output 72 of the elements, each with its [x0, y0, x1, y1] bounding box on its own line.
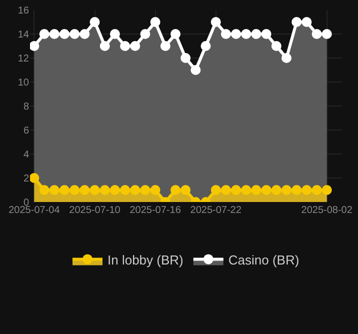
point	[282, 185, 292, 195]
point	[170, 29, 180, 39]
point	[70, 29, 80, 39]
point	[302, 17, 312, 27]
point	[180, 53, 191, 63]
legend-label: In lobby (BR)	[108, 252, 184, 268]
point	[271, 185, 282, 195]
point	[120, 41, 130, 51]
y-tick-label: 16	[18, 6, 30, 16]
point	[251, 185, 262, 195]
point	[251, 29, 262, 39]
point	[110, 29, 120, 39]
point	[59, 185, 70, 195]
point	[180, 185, 191, 195]
point	[120, 185, 130, 195]
point	[100, 41, 110, 51]
point	[39, 185, 50, 195]
y-tick-label: 12	[18, 54, 30, 64]
y-tick-label: 6	[23, 126, 30, 136]
point	[322, 185, 332, 195]
y-tick-label: 10	[18, 78, 30, 88]
point	[80, 29, 90, 39]
point	[49, 29, 60, 39]
point	[231, 29, 242, 39]
point	[210, 185, 221, 195]
point	[30, 41, 40, 51]
point	[90, 185, 100, 195]
point	[140, 185, 150, 195]
point	[160, 41, 170, 51]
point	[110, 185, 120, 195]
point	[150, 185, 160, 195]
point	[70, 185, 80, 195]
x-tick-label: 2025-07-16	[130, 205, 182, 216]
point	[292, 17, 302, 27]
point	[271, 41, 282, 51]
point	[261, 185, 272, 195]
x-tick-label: 2025-07-04	[8, 205, 60, 216]
point	[210, 17, 221, 27]
point	[312, 29, 322, 39]
point	[220, 185, 231, 195]
point	[302, 185, 312, 195]
y-tick-label: 8	[23, 102, 30, 112]
x-tick-label: 2025-07-22	[190, 205, 242, 216]
point	[241, 185, 252, 195]
point	[90, 17, 100, 27]
y-tick-label: 14	[18, 30, 30, 40]
point	[49, 185, 60, 195]
y-tick-label: 2	[23, 174, 30, 184]
point	[322, 29, 332, 39]
point	[130, 185, 140, 195]
point	[292, 185, 302, 195]
point	[312, 185, 322, 195]
x-tick-label: 2025-08-02	[301, 205, 353, 216]
point	[80, 185, 90, 195]
y-tick-label: 4	[23, 150, 30, 160]
point	[39, 29, 50, 39]
point	[282, 53, 292, 63]
point	[261, 29, 272, 39]
point	[140, 29, 150, 39]
point	[30, 173, 40, 183]
point	[59, 29, 70, 39]
point	[220, 29, 231, 39]
point	[231, 185, 242, 195]
point	[100, 185, 110, 195]
point	[170, 185, 180, 195]
point	[241, 29, 252, 39]
point	[130, 41, 140, 51]
point	[150, 17, 160, 27]
point	[200, 41, 211, 51]
legend-label: Casino (BR)	[228, 252, 300, 268]
point	[190, 65, 201, 75]
x-tick-label: 2025-07-10	[69, 205, 121, 216]
